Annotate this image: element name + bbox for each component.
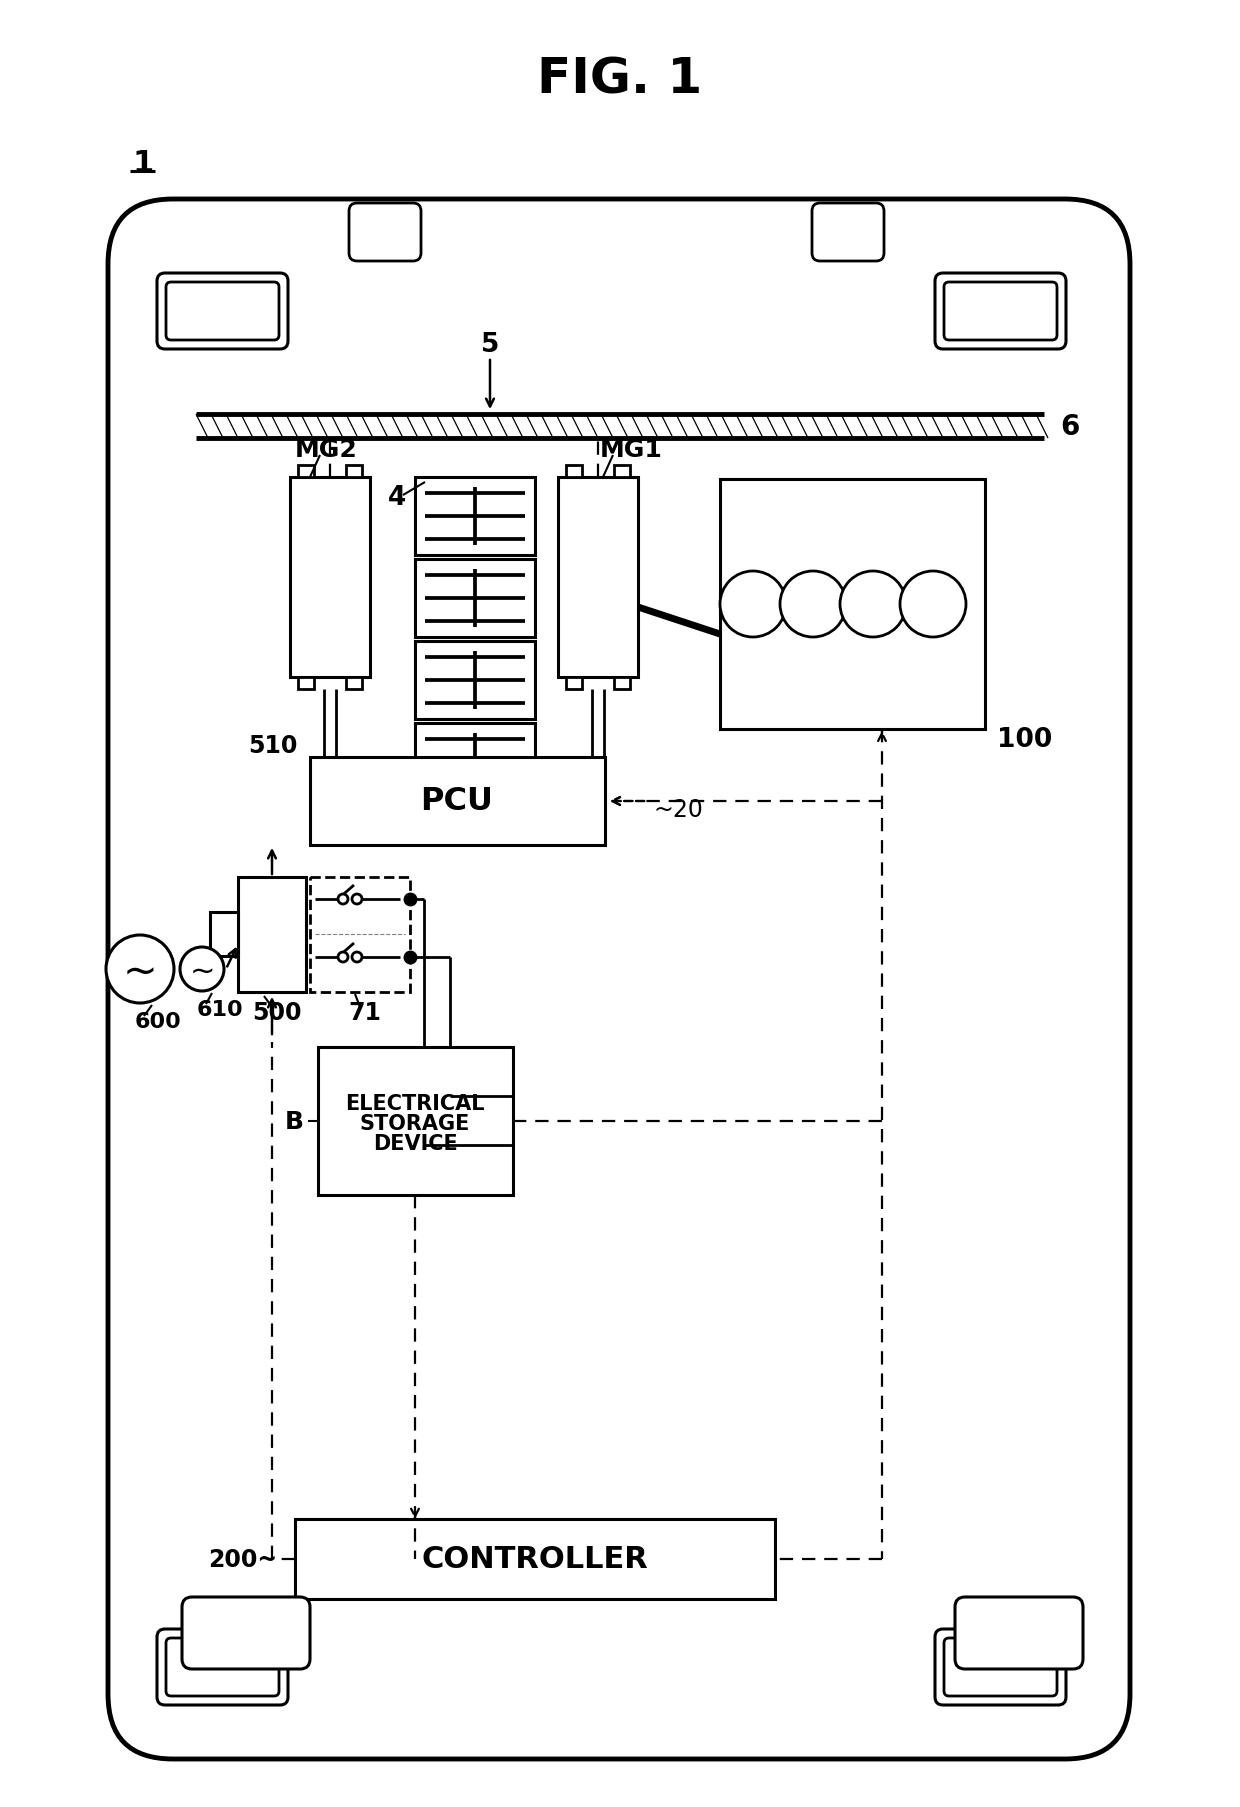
FancyBboxPatch shape [348, 204, 422, 262]
Circle shape [720, 571, 786, 638]
Text: 1: 1 [131, 148, 154, 177]
Text: 510: 510 [248, 734, 298, 757]
Text: B: B [285, 1109, 304, 1133]
Bar [565, 678, 582, 690]
Bar [415, 723, 534, 802]
Text: 71: 71 [348, 1001, 382, 1025]
FancyBboxPatch shape [944, 284, 1056, 342]
Bar [614, 678, 630, 690]
FancyBboxPatch shape [955, 1597, 1083, 1670]
Circle shape [352, 894, 362, 905]
Circle shape [180, 947, 224, 992]
Bar [415, 641, 534, 719]
Bar [415, 477, 534, 557]
FancyBboxPatch shape [944, 1639, 1056, 1697]
Bar [317, 1048, 513, 1196]
Bar [720, 479, 985, 730]
Text: 500: 500 [252, 1001, 301, 1025]
FancyBboxPatch shape [812, 204, 884, 262]
Text: ~: ~ [123, 950, 157, 992]
Circle shape [339, 894, 348, 905]
FancyBboxPatch shape [182, 1597, 310, 1670]
Text: 6: 6 [1060, 412, 1079, 441]
Text: 5: 5 [481, 332, 500, 358]
Text: MG2: MG2 [295, 437, 358, 463]
FancyBboxPatch shape [157, 1630, 288, 1706]
Bar [298, 466, 314, 477]
Text: FIG. 1: FIG. 1 [537, 56, 703, 105]
Circle shape [780, 571, 846, 638]
Text: ~: ~ [190, 958, 215, 987]
Bar [210, 913, 238, 956]
Text: PCU: PCU [420, 786, 494, 817]
Circle shape [339, 952, 348, 963]
Bar [310, 878, 410, 992]
Text: 600: 600 [135, 1012, 182, 1032]
Bar [238, 878, 306, 992]
Text: 200~: 200~ [208, 1547, 277, 1570]
Bar [346, 678, 362, 690]
FancyBboxPatch shape [935, 275, 1066, 351]
Bar [346, 466, 362, 477]
Bar [295, 1520, 775, 1599]
Text: 4: 4 [388, 484, 407, 511]
Bar [298, 678, 314, 690]
FancyBboxPatch shape [108, 201, 1130, 1758]
FancyBboxPatch shape [166, 1639, 279, 1697]
Text: MG1: MG1 [600, 437, 663, 463]
FancyBboxPatch shape [935, 1630, 1066, 1706]
Text: ~20: ~20 [653, 797, 703, 822]
Bar [614, 466, 630, 477]
Bar [565, 466, 582, 477]
Bar [415, 560, 534, 638]
Bar [558, 477, 639, 678]
Circle shape [352, 952, 362, 963]
Text: 100: 100 [997, 726, 1053, 752]
Bar [290, 477, 370, 678]
Circle shape [105, 936, 174, 1003]
Text: ELECTRICAL: ELECTRICAL [345, 1093, 485, 1113]
Text: CONTROLLER: CONTROLLER [422, 1545, 649, 1574]
Circle shape [839, 571, 906, 638]
FancyBboxPatch shape [157, 275, 288, 351]
Bar [310, 757, 605, 846]
FancyBboxPatch shape [166, 284, 279, 342]
Text: STORAGE: STORAGE [360, 1113, 470, 1133]
Circle shape [900, 571, 966, 638]
Text: 610: 610 [197, 999, 243, 1019]
Text: DEVICE: DEVICE [373, 1133, 458, 1153]
